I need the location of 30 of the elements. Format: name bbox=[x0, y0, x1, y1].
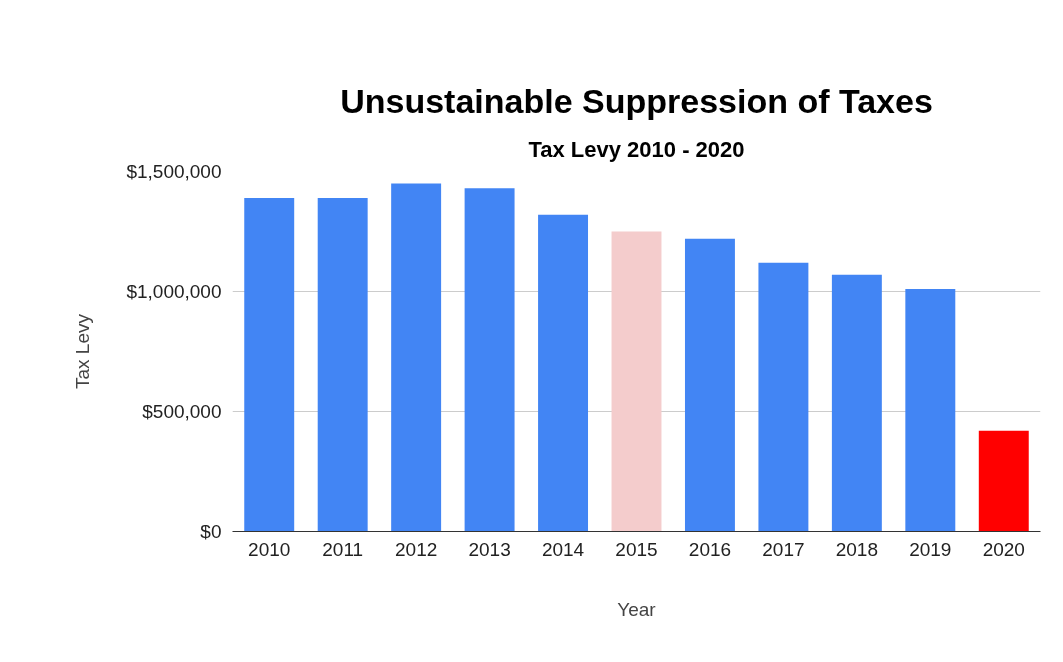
bar bbox=[978, 430, 1029, 532]
y-tick-label: $500,000 bbox=[142, 401, 222, 422]
x-tick-label: 2019 bbox=[909, 538, 952, 560]
bar bbox=[758, 262, 809, 532]
bar bbox=[905, 289, 956, 532]
bar bbox=[244, 197, 295, 532]
x-tick-label: 2013 bbox=[468, 538, 511, 560]
x-tick-label: 2020 bbox=[982, 538, 1025, 560]
chart-title: Unsustainable Suppression of Taxes bbox=[340, 81, 933, 120]
y-tick-label: $1,000,000 bbox=[126, 281, 222, 302]
x-axis-title: Year bbox=[617, 598, 657, 620]
bar bbox=[611, 231, 662, 532]
y-tick-label: $0 bbox=[200, 521, 222, 542]
x-tick-label: 2010 bbox=[248, 538, 291, 560]
x-tick-label: 2015 bbox=[615, 538, 658, 560]
x-tick-label: 2016 bbox=[688, 538, 732, 560]
x-tick-label: 2017 bbox=[762, 538, 805, 560]
bar bbox=[317, 197, 368, 532]
x-tick-label: 2011 bbox=[322, 538, 364, 560]
y-tick-label: $1,500,000 bbox=[126, 161, 222, 182]
x-tick-label: 2018 bbox=[835, 538, 879, 560]
x-tick-label: 2014 bbox=[541, 538, 585, 560]
bar bbox=[831, 274, 882, 532]
bar bbox=[464, 188, 515, 532]
chart-subtitle: Tax Levy 2010 - 2020 bbox=[528, 136, 745, 162]
x-tick-label: 2012 bbox=[395, 538, 438, 560]
bar bbox=[391, 183, 442, 532]
bar bbox=[684, 238, 735, 532]
y-axis-title: Tax Levy bbox=[72, 313, 94, 389]
bar bbox=[538, 214, 589, 532]
